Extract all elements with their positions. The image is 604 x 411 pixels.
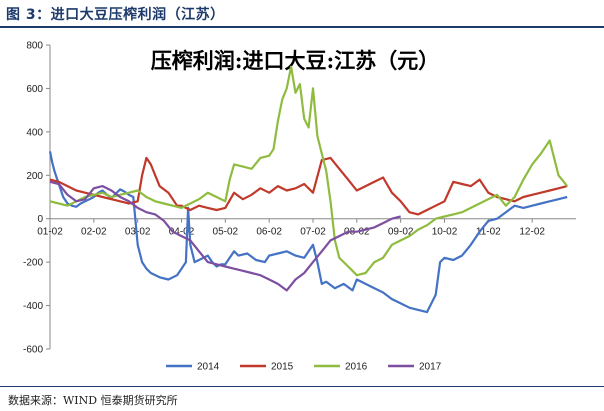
x-tick-label: 06-02: [256, 227, 282, 238]
y-tick-label: 600: [26, 84, 43, 95]
figure-title: 图 3：进口大豆压榨利润（江苏）: [6, 7, 225, 23]
x-tick-label: 04-02: [169, 227, 195, 238]
x-tick-label: 07-02: [300, 227, 326, 238]
legend-label-2017: 2017: [419, 362, 442, 373]
chart-title: 压榨利润:进口大豆:江苏（元）: [151, 48, 440, 73]
x-tick-label: 01-02: [37, 227, 63, 238]
legend: 2014 2015 2016 2017: [166, 362, 442, 373]
x-tick-label: 02-02: [81, 227, 107, 238]
x-tick-label: 12-02: [519, 227, 545, 238]
legend-label-2015: 2015: [271, 362, 294, 373]
y-tick-label: 0: [37, 214, 43, 225]
y-tick-label: -600: [23, 345, 43, 356]
y-tick-label: 400: [26, 127, 43, 138]
series-line-2016: [49, 65, 569, 277]
line-chart: 压榨利润:进口大豆:江苏（元） 800 600 400 200 0 -200 -400 -60…: [0, 28, 604, 384]
y-tick-label: -200: [23, 258, 43, 269]
y-tick-label: 200: [26, 171, 43, 182]
legend-label-2016: 2016: [345, 362, 368, 373]
y-tick-label: -400: [23, 301, 43, 312]
x-tick-label: 05-02: [213, 227, 239, 238]
x-tick-label: 10-02: [432, 227, 458, 238]
y-tick-label: 800: [26, 41, 43, 52]
source-rule: [0, 386, 604, 387]
series-line-2017: [49, 180, 401, 292]
x-tick-label: 11-02: [476, 227, 501, 238]
x-tick-label: 03-02: [125, 227, 151, 238]
x-tick-label: 09-02: [388, 227, 414, 238]
series-lines: [48, 65, 569, 314]
legend-label-2014: 2014: [197, 362, 220, 373]
chart-background: [0, 28, 604, 384]
source-note: 数据来源：WIND 恒泰期货研究所: [8, 394, 178, 407]
title-rule: [0, 26, 604, 28]
